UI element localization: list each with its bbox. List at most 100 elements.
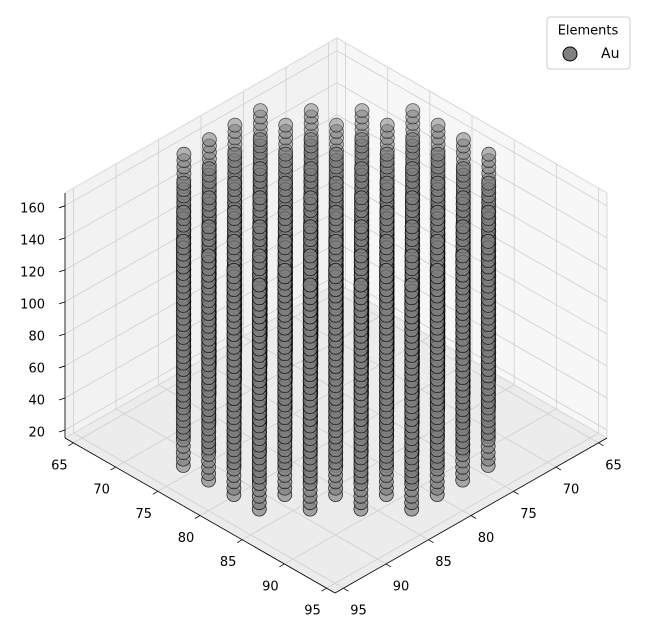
atom-point	[226, 233, 242, 249]
atom-point	[227, 117, 243, 133]
y-tick-label: 90	[262, 579, 279, 594]
tick-mark	[58, 269, 66, 273]
atom-point	[303, 132, 319, 148]
atom-point	[405, 103, 421, 118]
atom-point	[430, 204, 446, 220]
z-tick-label: 120	[20, 265, 45, 280]
y-tick-label: 95	[304, 604, 321, 619]
atom-point	[252, 161, 268, 177]
tick-mark	[58, 429, 66, 433]
atom-point	[252, 132, 268, 148]
atom-point	[455, 132, 471, 148]
points	[175, 103, 497, 517]
atom-point	[328, 175, 344, 191]
atom-point	[353, 248, 369, 264]
x-tick-label: 90	[393, 579, 410, 594]
tick-mark	[385, 563, 392, 568]
atom-point	[379, 146, 395, 162]
atom-point	[481, 146, 497, 162]
atom-point	[303, 103, 319, 118]
z-tick-label: 160	[20, 201, 45, 216]
grid-line	[284, 408, 557, 565]
atom-point	[278, 146, 293, 162]
atom-point	[430, 146, 446, 162]
tick-mark	[428, 539, 434, 544]
tick-mark	[58, 397, 66, 401]
axis-line	[334, 437, 608, 594]
atom-point	[201, 132, 217, 148]
atom-point	[328, 233, 344, 249]
tick-mark	[343, 587, 349, 592]
tick-mark	[513, 490, 519, 495]
legend-label: Au	[601, 46, 619, 62]
atom-point	[328, 146, 344, 162]
grid-line	[326, 432, 599, 589]
atom-point	[302, 248, 318, 264]
atom-point	[404, 248, 420, 264]
atom-point	[404, 190, 420, 206]
z-tick-label: 80	[28, 329, 45, 344]
atom-point	[379, 233, 395, 249]
atom-point	[354, 103, 370, 118]
atom-point	[251, 248, 267, 264]
atom-point	[405, 132, 421, 148]
atom-point	[480, 233, 496, 249]
legend-title: Elements	[558, 24, 619, 39]
atom-point	[429, 233, 445, 249]
tick-mark	[152, 490, 159, 495]
atom-point	[201, 248, 217, 264]
grid-line	[336, 50, 608, 207]
atom-point	[201, 219, 217, 235]
atom-point	[404, 161, 420, 177]
atom-point	[328, 204, 344, 220]
atom-point	[175, 233, 191, 249]
atom-point	[379, 175, 395, 191]
grid-line	[336, 82, 608, 239]
atom-point	[277, 233, 293, 249]
atom-point	[252, 219, 268, 235]
x-tick-label: 75	[520, 507, 537, 522]
y-tick-label: 80	[178, 531, 195, 546]
atom-point	[430, 175, 446, 191]
tick-mark	[58, 205, 66, 209]
atom-point	[379, 204, 395, 220]
atom-point	[328, 262, 344, 278]
y-tick-label: 65	[51, 458, 68, 473]
tick-mark	[58, 365, 66, 369]
atom-point	[429, 262, 445, 278]
atom-point	[353, 277, 369, 293]
atom-point	[277, 262, 293, 278]
tick-mark	[236, 539, 243, 544]
atom-point	[481, 175, 497, 191]
y-tick-label: 85	[220, 555, 237, 570]
y-tick-label: 70	[93, 483, 110, 498]
tick-mark	[555, 466, 562, 471]
tick-mark	[110, 466, 116, 471]
x-tick-label: 80	[478, 531, 495, 546]
x-tick-label: 85	[435, 555, 452, 570]
tick-mark	[470, 515, 477, 519]
atom-point	[354, 161, 370, 177]
atom-point	[176, 175, 192, 191]
atom-point	[379, 117, 395, 133]
atom-point	[302, 219, 318, 235]
atom-point	[227, 175, 242, 191]
y-tick-label: 75	[136, 507, 153, 522]
tick-mark	[321, 587, 327, 592]
atom-point	[329, 117, 344, 133]
legend: Elements Au	[546, 16, 631, 70]
x-tick-label: 65	[605, 458, 622, 473]
atom-point	[303, 190, 319, 206]
atom-point	[302, 277, 318, 293]
atom-point	[303, 161, 319, 177]
atom-point	[277, 175, 293, 191]
atom-point	[226, 262, 242, 278]
atom-point	[226, 204, 242, 220]
atom-point	[252, 190, 268, 206]
tick-mark	[58, 333, 66, 337]
atom-point	[176, 204, 191, 220]
grid-line	[64, 82, 338, 239]
x-tick-label: 70	[563, 483, 580, 498]
atom-point	[251, 277, 267, 293]
axes: 65 70 75 80 85 90 95 65 70 75 80 85 90 95 20 40 60 80 100 1…	[20, 193, 622, 619]
